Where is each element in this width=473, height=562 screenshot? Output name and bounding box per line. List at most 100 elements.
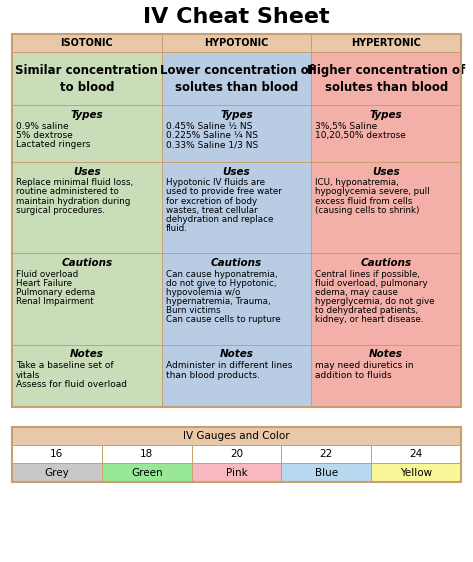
Bar [12,34,162,52]
Bar [12,427,461,482]
Text: hypovolemia w/o: hypovolemia w/o [166,288,240,297]
Text: Fluid overload: Fluid overload [16,270,78,279]
Bar [281,445,371,463]
Text: 20: 20 [230,449,243,459]
Bar [12,427,461,445]
Text: 16: 16 [50,449,63,459]
Text: Heart Failure: Heart Failure [16,279,72,288]
Text: 24: 24 [410,449,423,459]
Text: Renal Impairment: Renal Impairment [16,297,94,306]
Text: Green: Green [131,468,163,478]
Text: fluid overload, pulmonary: fluid overload, pulmonary [315,279,428,288]
Text: addition to fluids: addition to fluids [315,370,392,379]
Text: 0.225% Saline ¼ NS: 0.225% Saline ¼ NS [166,131,258,140]
Bar [311,345,461,407]
Bar [162,345,311,407]
Text: Uses: Uses [372,166,400,176]
Text: Types: Types [70,110,103,120]
Text: dehydration and replace: dehydration and replace [166,215,273,224]
Text: Types: Types [370,110,403,120]
Bar [162,162,311,253]
Bar [162,253,311,345]
Text: Notes: Notes [369,350,403,360]
Text: Lactated ringers: Lactated ringers [16,140,90,149]
Text: Central lines if possible,: Central lines if possible, [315,270,420,279]
Text: Cautions: Cautions [61,258,113,268]
Text: Types: Types [220,110,253,120]
Text: HYPERTONIC: HYPERTONIC [351,38,421,48]
Text: hypoglycemia severe, pull: hypoglycemia severe, pull [315,187,430,196]
Bar [371,445,461,463]
Text: Cautions: Cautions [360,258,412,268]
Text: to dehydrated patients,: to dehydrated patients, [315,306,419,315]
Bar [12,162,162,253]
Bar [311,105,461,162]
Text: Can cause hyponatremia,: Can cause hyponatremia, [166,270,277,279]
Bar [371,463,461,482]
Bar [12,463,102,482]
Text: (causing cells to shrink): (causing cells to shrink) [315,206,420,215]
Text: wastes, treat cellular: wastes, treat cellular [166,206,257,215]
Bar [102,463,192,482]
Text: for excretion of body: for excretion of body [166,197,257,206]
Text: Pink: Pink [226,468,247,478]
Text: Assess for fluid overload: Assess for fluid overload [16,380,127,389]
Text: 0.45% Saline ½ NS: 0.45% Saline ½ NS [166,121,252,130]
Text: 18: 18 [140,449,153,459]
Text: Cautions: Cautions [211,258,262,268]
Text: hypernatremia, Trauma,: hypernatremia, Trauma, [166,297,270,306]
Text: Can cause cells to rupture: Can cause cells to rupture [166,315,280,324]
Bar [12,105,162,162]
Text: 5% dextrose: 5% dextrose [16,131,73,140]
Bar [12,345,162,407]
Bar [12,445,102,463]
Text: Similar concentration
to blood: Similar concentration to blood [16,64,158,93]
Text: used to provide free water: used to provide free water [166,187,281,196]
Text: surgical procedures.: surgical procedures. [16,206,105,215]
Text: fluid.: fluid. [166,224,187,233]
Text: IV Gauges and Color: IV Gauges and Color [183,431,290,441]
Text: routine administered to: routine administered to [16,187,119,196]
Text: HYPOTONIC: HYPOTONIC [204,38,269,48]
Text: Yellow: Yellow [400,468,432,478]
Bar [192,445,281,463]
Bar [162,34,311,52]
Bar [12,253,162,345]
Text: Uses: Uses [223,166,250,176]
Text: Higher concentration of
solutes than blood: Higher concentration of solutes than blo… [307,64,465,93]
Bar [311,162,461,253]
Text: Take a baseline set of: Take a baseline set of [16,361,114,370]
Text: than blood products.: than blood products. [166,370,260,379]
Bar [192,463,281,482]
Text: kidney, or heart disease.: kidney, or heart disease. [315,315,424,324]
Bar [281,463,371,482]
Text: may need diuretics in: may need diuretics in [315,361,414,370]
Text: Replace minimal fluid loss,: Replace minimal fluid loss, [16,178,133,187]
Text: Blue: Blue [315,468,338,478]
Text: Administer in different lines: Administer in different lines [166,361,292,370]
Text: excess fluid from cells: excess fluid from cells [315,197,413,206]
Text: Notes: Notes [70,350,104,360]
Text: Grey: Grey [44,468,69,478]
Bar [102,445,192,463]
Text: hyperglycemia, do not give: hyperglycemia, do not give [315,297,435,306]
Text: Notes: Notes [219,350,254,360]
Text: edema, may cause: edema, may cause [315,288,398,297]
Text: vitals: vitals [16,370,40,379]
Bar [162,105,311,162]
Text: 10,20,50% dextrose: 10,20,50% dextrose [315,131,406,140]
Text: do not give to Hypotonic,: do not give to Hypotonic, [166,279,276,288]
Bar [311,34,461,52]
Text: maintain hydration during: maintain hydration during [16,197,131,206]
Text: Uses: Uses [73,166,101,176]
Text: 0.33% Saline 1/3 NS: 0.33% Saline 1/3 NS [166,140,258,149]
Text: IV Cheat Sheet: IV Cheat Sheet [143,7,330,27]
Text: ISOTONIC: ISOTONIC [61,38,113,48]
Text: 22: 22 [320,449,333,459]
Bar [311,253,461,345]
Text: Hypotonic IV fluids are: Hypotonic IV fluids are [166,178,265,187]
Bar [311,52,461,105]
Text: Lower concentration of
solutes than blood: Lower concentration of solutes than bloo… [159,64,314,93]
Bar [162,52,311,105]
Text: Burn victims: Burn victims [166,306,220,315]
